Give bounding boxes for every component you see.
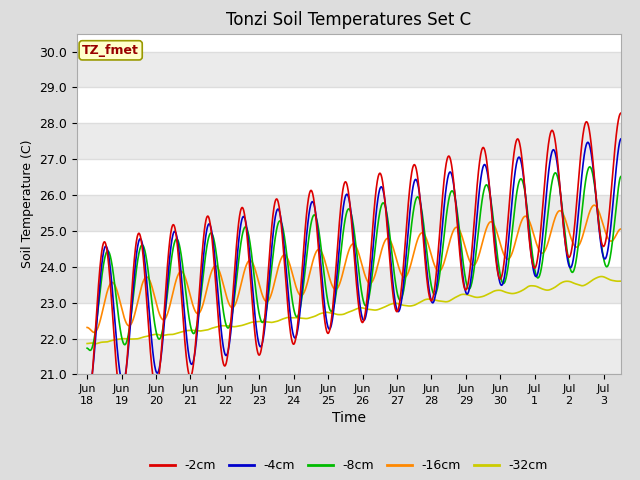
Legend: -2cm, -4cm, -8cm, -16cm, -32cm: -2cm, -4cm, -8cm, -16cm, -32cm (145, 454, 553, 477)
Bar (77, 338, 621, 374)
Y-axis label: Soil Temperature (C): Soil Temperature (C) (20, 140, 34, 268)
Bar (77, 51, 621, 87)
Title: Tonzi Soil Temperatures Set C: Tonzi Soil Temperatures Set C (226, 11, 472, 29)
Bar (77, 195, 621, 231)
X-axis label: Time: Time (332, 411, 366, 425)
Text: TZ_fmet: TZ_fmet (82, 44, 139, 57)
Bar (77, 123, 621, 159)
Bar (77, 267, 621, 303)
